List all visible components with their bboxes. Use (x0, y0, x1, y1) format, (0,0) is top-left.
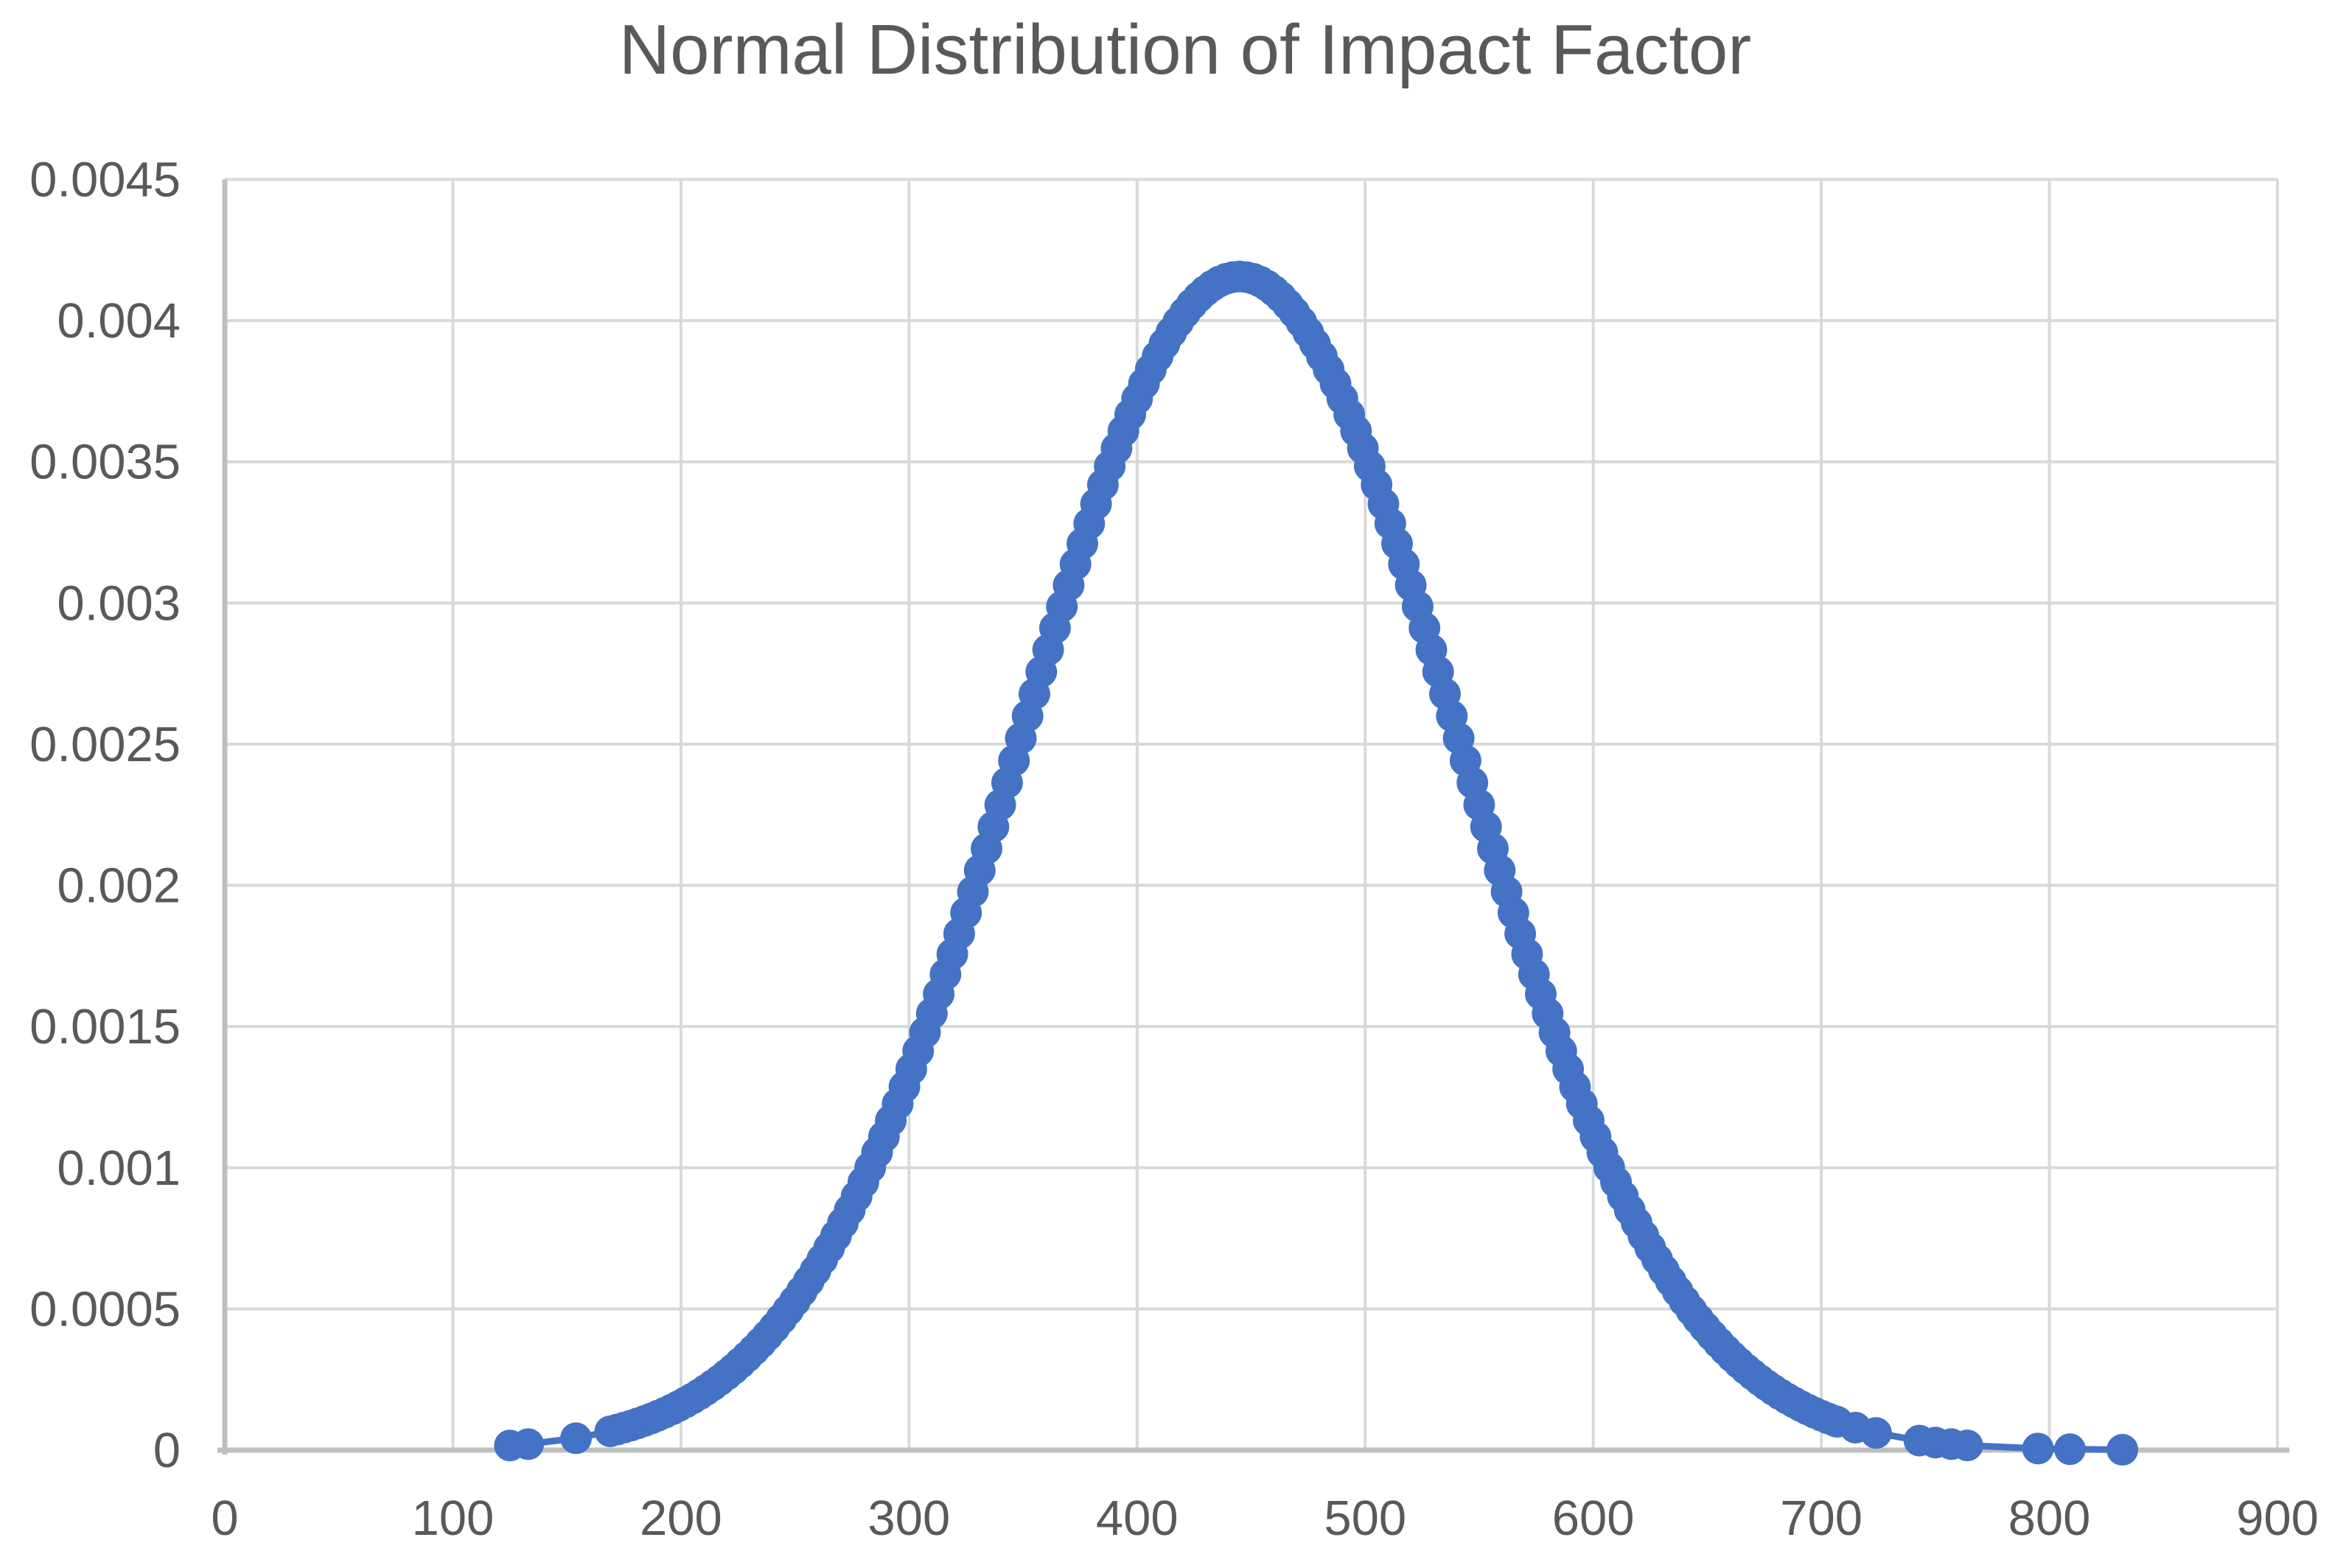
series-point (512, 1428, 545, 1460)
series-impact-factor (494, 260, 2139, 1466)
series-point (2106, 1434, 2139, 1466)
x-tick-label: 200 (640, 1491, 722, 1546)
series-point (2053, 1433, 2086, 1466)
y-tick-label: 0.004 (57, 293, 181, 349)
y-tick-label: 0 (153, 1423, 181, 1478)
y-tick-label: 0.002 (57, 858, 181, 914)
y-tick-label: 0.003 (57, 575, 181, 631)
series-point (2022, 1432, 2054, 1465)
y-tick-label: 0.0035 (29, 435, 181, 490)
y-tick-label: 0.0005 (29, 1281, 181, 1337)
x-tick-label: 600 (1552, 1491, 1635, 1546)
y-tick-label: 0.0025 (29, 717, 181, 772)
x-tick-label: 300 (867, 1491, 950, 1546)
x-tick-label: 400 (1096, 1491, 1179, 1546)
gridlines (225, 178, 2279, 1450)
y-tick-label: 0.0045 (29, 153, 181, 208)
x-tick-label: 900 (2236, 1491, 2319, 1546)
series-point (560, 1422, 592, 1455)
series-point (1860, 1417, 1892, 1449)
x-tick-label: 100 (412, 1491, 495, 1546)
tick-labels: 0 100 200 300 400 500 600 700 800 900 0 0.0005 0.001… (29, 153, 2319, 1547)
chart-title: Normal Distribution of Impact Factor (619, 10, 1751, 89)
y-tick-label: 0.0015 (29, 999, 181, 1054)
x-tick-label: 800 (2008, 1491, 2091, 1546)
x-tick-label: 700 (1780, 1491, 1863, 1546)
x-tick-label: 0 (211, 1491, 238, 1546)
y-tick-label: 0.001 (57, 1141, 181, 1196)
series-connector-line (509, 273, 2123, 1453)
x-tick-label: 500 (1324, 1491, 1406, 1546)
series-point (1951, 1429, 1983, 1462)
axes (217, 179, 2289, 1455)
